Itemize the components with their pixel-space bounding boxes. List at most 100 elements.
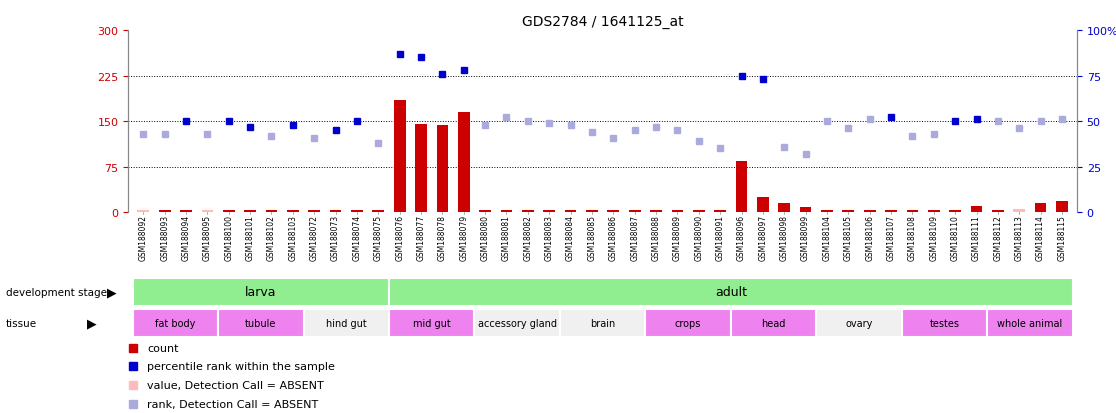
Text: GSM188105: GSM188105 xyxy=(844,215,853,261)
Text: GSM188082: GSM188082 xyxy=(523,215,532,260)
Text: GSM188080: GSM188080 xyxy=(481,215,490,261)
Text: head: head xyxy=(761,318,786,328)
Text: GSM188103: GSM188103 xyxy=(288,215,297,261)
Bar xyxy=(137,211,150,213)
Text: count: count xyxy=(147,343,179,353)
Text: ovary: ovary xyxy=(845,318,873,328)
Bar xyxy=(560,309,645,337)
Text: percentile rank within the sample: percentile rank within the sample xyxy=(147,361,335,372)
Bar xyxy=(287,211,299,213)
Bar xyxy=(693,211,704,213)
Bar xyxy=(244,211,256,213)
Text: tubule: tubule xyxy=(246,318,277,328)
Bar xyxy=(778,204,790,213)
Text: GSM188085: GSM188085 xyxy=(587,215,596,261)
Bar xyxy=(329,211,341,213)
Bar xyxy=(543,211,555,213)
Text: GSM188113: GSM188113 xyxy=(1014,215,1023,260)
Bar xyxy=(757,197,769,213)
Bar xyxy=(607,211,619,213)
Bar xyxy=(864,211,876,213)
Text: GSM188091: GSM188091 xyxy=(715,215,724,261)
Text: fat body: fat body xyxy=(155,318,195,328)
Bar xyxy=(906,211,918,213)
Text: GSM188075: GSM188075 xyxy=(374,215,383,261)
Text: accessory gland: accessory gland xyxy=(478,318,557,328)
Text: GSM188093: GSM188093 xyxy=(161,215,170,261)
Text: GSM188084: GSM188084 xyxy=(566,215,575,261)
Text: GSM188109: GSM188109 xyxy=(930,215,939,261)
Bar xyxy=(651,211,662,213)
Bar xyxy=(885,211,897,213)
Text: GSM188072: GSM188072 xyxy=(310,215,319,261)
Bar xyxy=(474,309,560,337)
Text: GSM188095: GSM188095 xyxy=(203,215,212,261)
Bar xyxy=(308,211,320,213)
Bar xyxy=(389,309,474,337)
Bar xyxy=(1056,202,1068,213)
Text: whole animal: whole animal xyxy=(998,318,1062,328)
Text: GSM188101: GSM188101 xyxy=(246,215,254,260)
Bar xyxy=(565,211,577,213)
Text: ▶: ▶ xyxy=(107,286,116,299)
Text: GSM188108: GSM188108 xyxy=(908,215,917,260)
Bar xyxy=(133,278,389,306)
Text: GSM188092: GSM188092 xyxy=(138,215,147,261)
Text: GSM188099: GSM188099 xyxy=(801,215,810,261)
Bar xyxy=(821,211,833,213)
Text: GSM188100: GSM188100 xyxy=(224,215,233,261)
Text: GSM188081: GSM188081 xyxy=(502,215,511,260)
Text: tissue: tissue xyxy=(6,318,37,328)
Text: GSM188074: GSM188074 xyxy=(353,215,362,261)
Text: mid gut: mid gut xyxy=(413,318,451,328)
Text: GSM188089: GSM188089 xyxy=(673,215,682,261)
Bar xyxy=(1035,204,1047,213)
Bar xyxy=(950,211,961,213)
Text: GSM188087: GSM188087 xyxy=(631,215,639,261)
Text: crops: crops xyxy=(675,318,701,328)
Text: testes: testes xyxy=(930,318,960,328)
Bar xyxy=(902,309,988,337)
Bar xyxy=(373,211,384,213)
Bar xyxy=(389,278,1072,306)
Bar xyxy=(992,211,1003,213)
Bar xyxy=(436,126,449,213)
Bar xyxy=(304,309,389,337)
Bar xyxy=(266,211,278,213)
Text: development stage: development stage xyxy=(6,287,107,297)
Bar xyxy=(714,211,727,213)
Bar xyxy=(628,211,641,213)
Text: GSM188076: GSM188076 xyxy=(395,215,404,261)
Text: GSM188078: GSM188078 xyxy=(437,215,446,261)
Bar xyxy=(800,208,811,213)
Bar xyxy=(218,309,304,337)
Text: GSM188073: GSM188073 xyxy=(331,215,340,261)
Text: GSM188115: GSM188115 xyxy=(1058,215,1067,260)
Text: GSM188079: GSM188079 xyxy=(460,215,469,261)
Text: GSM188104: GSM188104 xyxy=(822,215,831,261)
Text: rank, Detection Call = ABSENT: rank, Detection Call = ABSENT xyxy=(147,399,318,409)
Bar xyxy=(988,309,1072,337)
Text: GSM188106: GSM188106 xyxy=(865,215,874,261)
Text: GSM188097: GSM188097 xyxy=(759,215,768,261)
Bar xyxy=(202,211,213,213)
Bar xyxy=(672,211,683,213)
Text: GSM188088: GSM188088 xyxy=(652,215,661,260)
Text: GSM188096: GSM188096 xyxy=(737,215,745,261)
Bar xyxy=(223,211,234,213)
Bar xyxy=(133,309,218,337)
Text: GSM188102: GSM188102 xyxy=(267,215,276,260)
Text: GSM188094: GSM188094 xyxy=(182,215,191,261)
Bar xyxy=(415,125,427,213)
Bar xyxy=(458,113,470,213)
Text: GSM188107: GSM188107 xyxy=(886,215,895,261)
Text: ▶: ▶ xyxy=(87,317,96,330)
Text: GSM188111: GSM188111 xyxy=(972,215,981,260)
Text: hind gut: hind gut xyxy=(326,318,367,328)
Bar xyxy=(843,211,854,213)
Bar xyxy=(158,211,171,213)
Text: GSM188114: GSM188114 xyxy=(1036,215,1045,260)
Bar xyxy=(735,161,748,213)
Bar xyxy=(731,309,816,337)
Bar xyxy=(645,309,731,337)
